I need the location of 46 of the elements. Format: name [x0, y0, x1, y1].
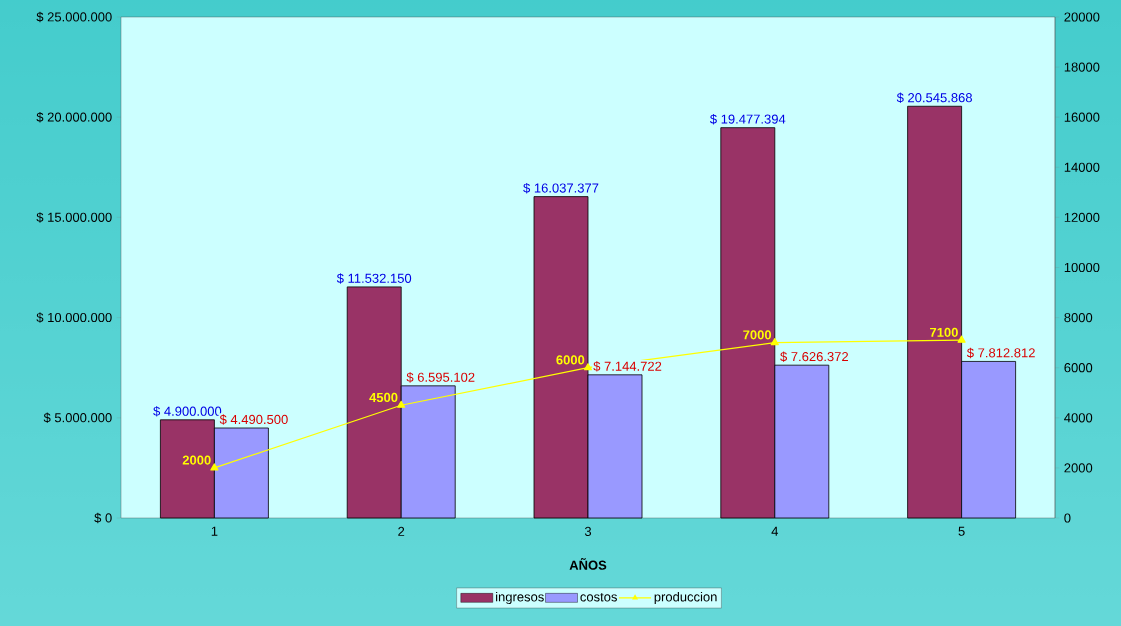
data-label: 7100: [930, 327, 958, 337]
point: [583, 363, 593, 371]
y-tick-label: $ 0: [94, 512, 112, 524]
y-tick-label: $ 25.000.000: [36, 11, 112, 23]
data-label: $ 16.037.377: [523, 182, 599, 194]
data-label: 4500: [369, 392, 398, 403]
data-label: $ 11.532.150: [336, 273, 412, 284]
y2-tick-label: 6000: [1064, 363, 1093, 373]
y2-tick-label: 20000: [1064, 12, 1100, 22]
legend-label: ingresos: [496, 591, 544, 605]
y-tick-label: $ 5.000.000: [43, 412, 112, 424]
y2-tick-label: 0: [1064, 513, 1071, 523]
y2-tick-label: 10000: [1064, 262, 1100, 273]
y2-tick-label: 4000: [1064, 413, 1093, 423]
legend-label: produccion: [654, 591, 717, 605]
x-tick-label: 4: [771, 526, 779, 536]
y2-tick-label: 14000: [1064, 162, 1100, 172]
x-tick-label: 2: [398, 526, 405, 536]
x-axis-title: AÑOS: [569, 558, 607, 570]
data-label: 2000: [182, 455, 211, 465]
y2-tick-label: 18000: [1064, 62, 1100, 72]
y-tick-label: $ 20.000.000: [36, 111, 112, 123]
data-label: $ 20.545.868: [896, 92, 972, 104]
y2-tick-label: 2000: [1064, 463, 1093, 473]
point: [770, 338, 779, 346]
y-tick-label: $ 10.000.000: [36, 312, 112, 323]
point: [397, 400, 406, 408]
x-tick-label: 3: [584, 526, 592, 536]
data-label: $ 7.144.722: [593, 361, 662, 372]
data-label: $ 4.900.000: [153, 406, 222, 417]
data-label: 7000: [743, 330, 772, 340]
y2-tick-label: 8000: [1064, 312, 1093, 323]
data-label: 6000: [556, 355, 585, 365]
legend-label: costos: [580, 592, 617, 602]
point: [210, 463, 219, 471]
y2-tick-label: 12000: [1064, 212, 1100, 222]
y-tick-label: $ 15.000.000: [36, 212, 112, 223]
data-label: $ 4.490.500: [219, 414, 288, 425]
data-label: $ 7.812.812: [966, 347, 1035, 359]
x-tick-label: 1: [211, 526, 218, 536]
x-tick-label: 5: [958, 526, 965, 536]
y2-tick-label: 16000: [1064, 112, 1100, 122]
data-label: $ 19.477.394: [710, 113, 786, 125]
point: [957, 335, 966, 343]
data-label: $ 6.595.102: [406, 372, 475, 383]
data-label: $ 7.626.372: [780, 351, 849, 362]
